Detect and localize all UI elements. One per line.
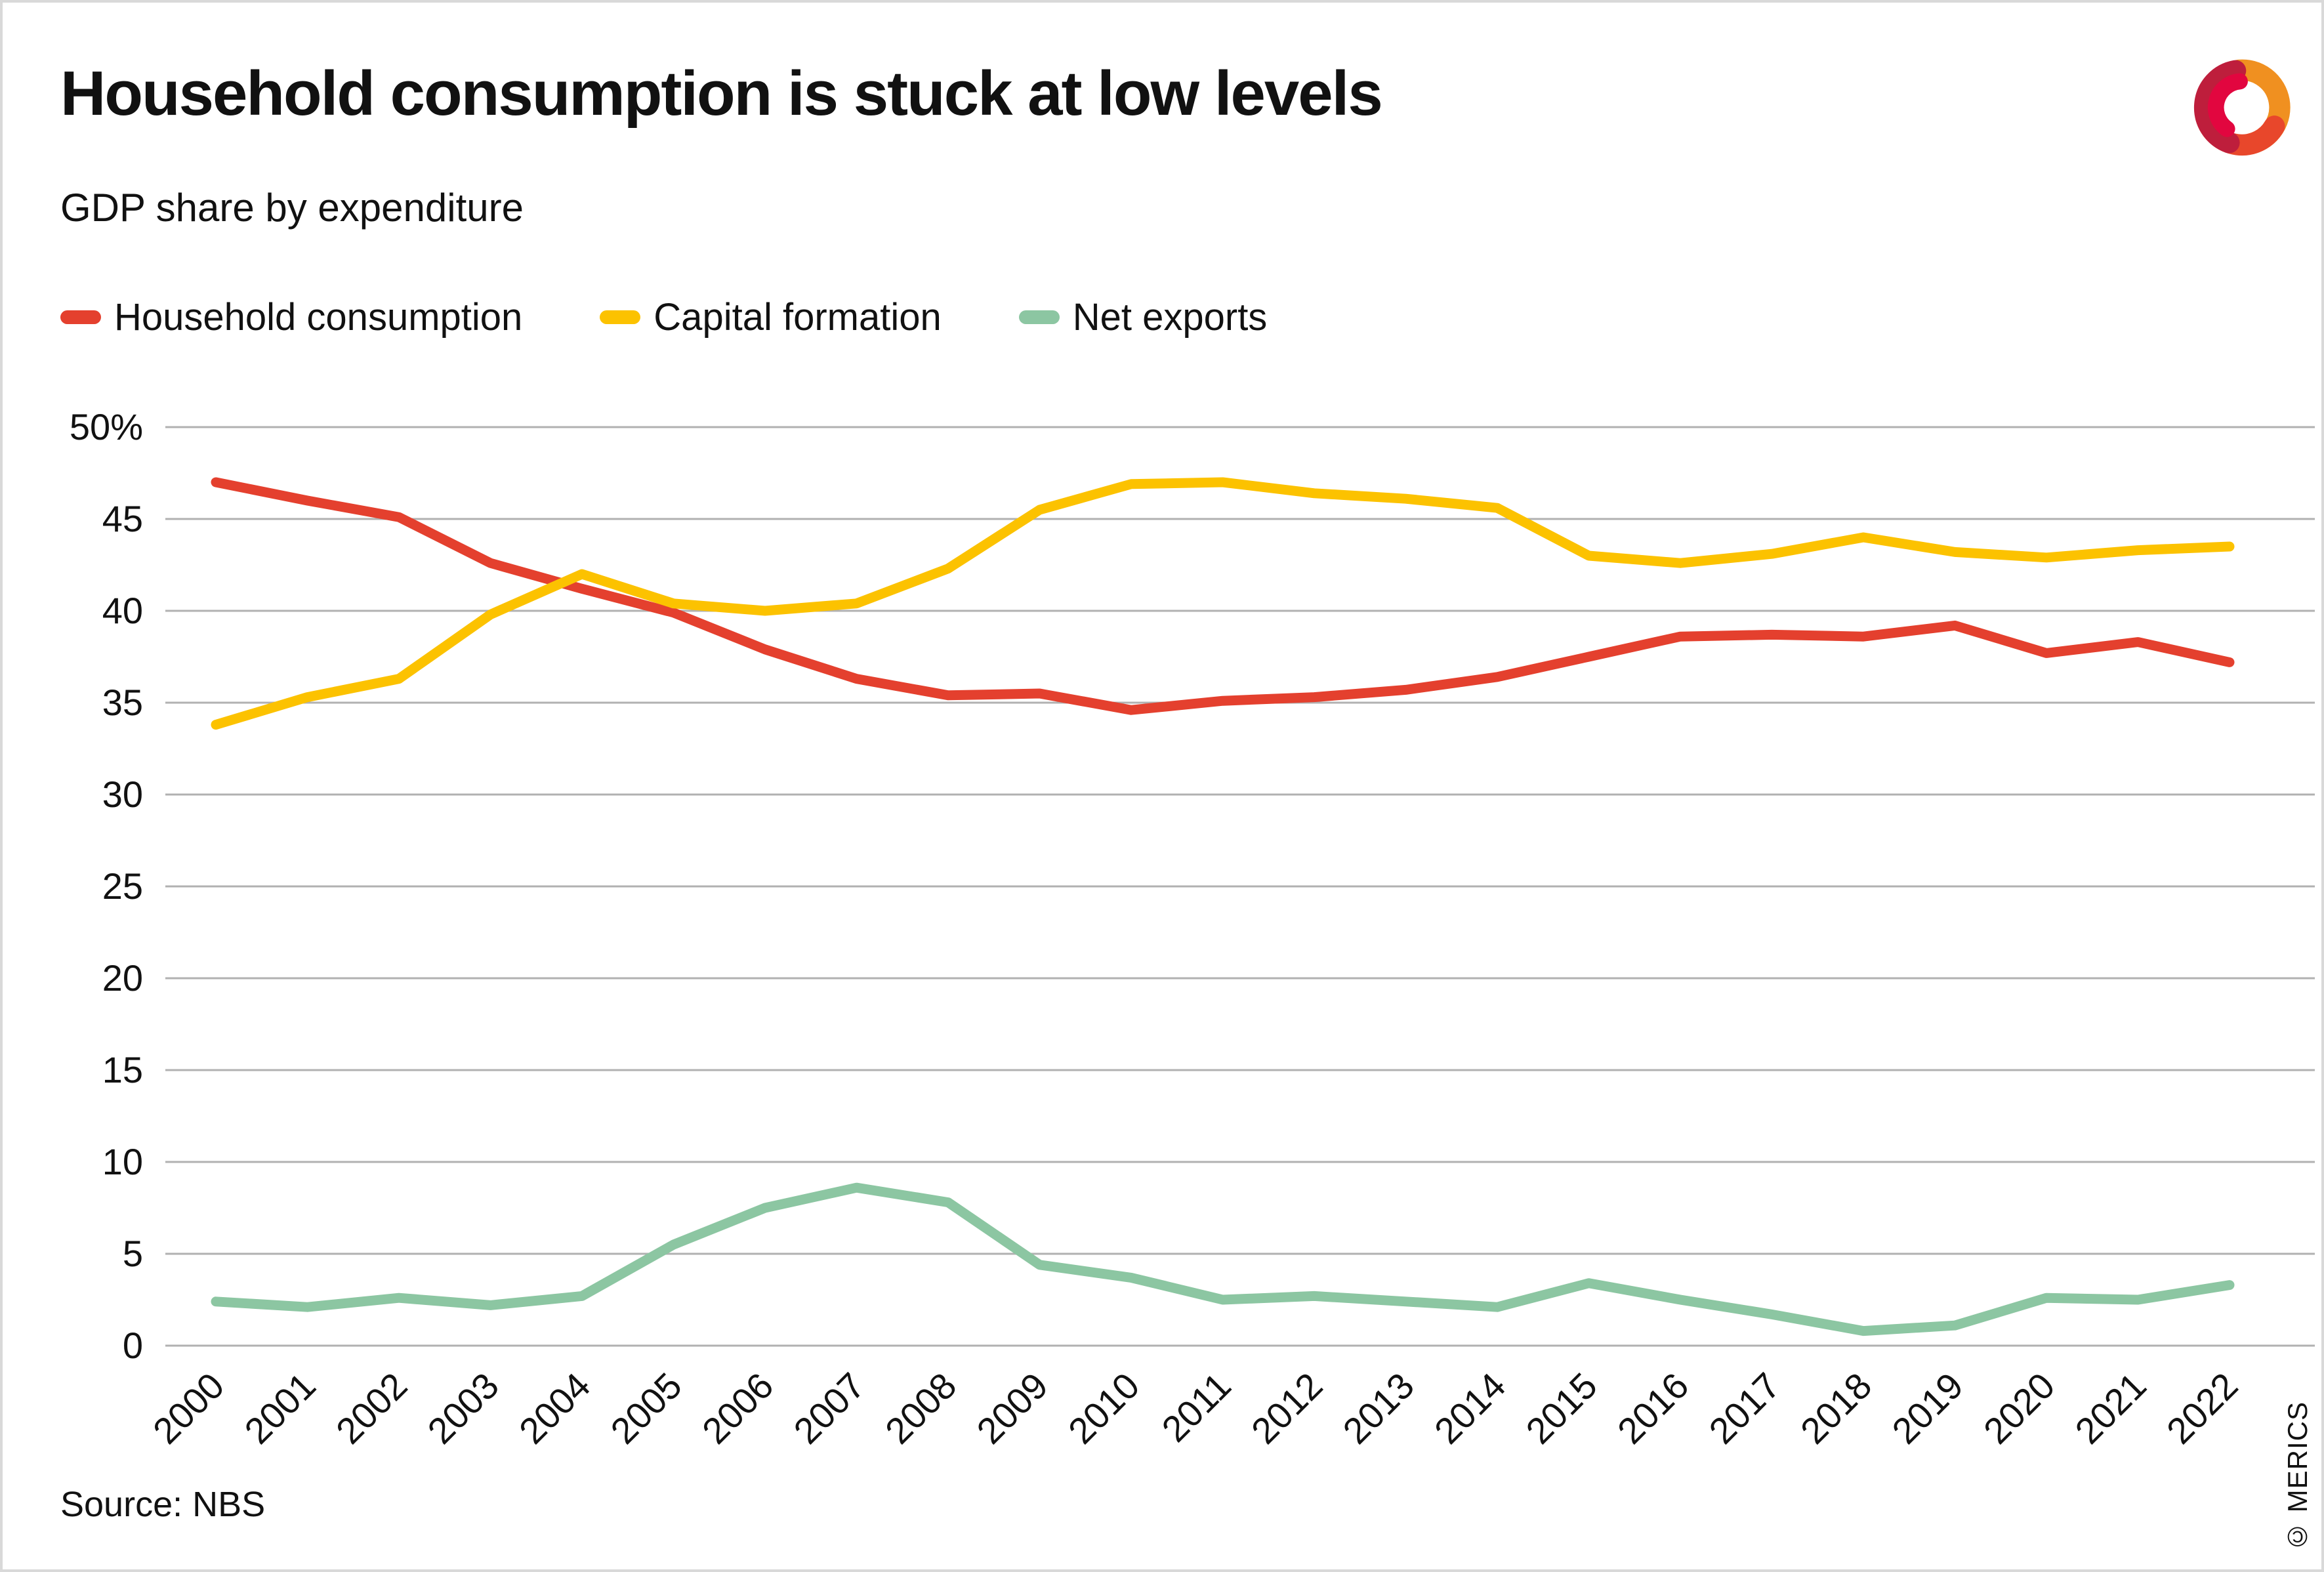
legend-label: Capital formation (654, 296, 942, 339)
svg-text:10: 10 (102, 1141, 143, 1182)
svg-text:2002: 2002 (328, 1365, 415, 1452)
svg-text:2015: 2015 (1518, 1365, 1605, 1452)
source-note: Source: NBS (60, 1485, 266, 1524)
svg-text:45: 45 (102, 498, 143, 539)
svg-text:25: 25 (102, 865, 143, 907)
merics-logo-icon (2193, 59, 2291, 156)
legend-swatch-household-consumption-icon (60, 310, 101, 324)
legend-item-household-consumption: Household consumption (60, 295, 522, 339)
svg-text:2012: 2012 (1243, 1365, 1331, 1452)
svg-text:2010: 2010 (1060, 1365, 1148, 1452)
svg-text:2020: 2020 (1976, 1365, 2063, 1452)
svg-text:2016: 2016 (1609, 1365, 1697, 1452)
svg-text:2022: 2022 (2159, 1365, 2246, 1452)
svg-text:15: 15 (102, 1049, 143, 1090)
svg-text:2013: 2013 (1335, 1365, 1422, 1452)
legend-swatch-capital-formation-icon (600, 310, 641, 324)
svg-text:2004: 2004 (511, 1365, 598, 1452)
legend: Household consumption Capital formation … (60, 295, 1267, 339)
svg-text:2003: 2003 (419, 1365, 507, 1452)
legend-label: Net exports (1072, 296, 1268, 339)
legend-swatch-net-exports-icon (1018, 310, 1060, 324)
page-subtitle: GDP share by expenditure (60, 186, 524, 230)
legend-item-capital-formation: Capital formation (600, 295, 942, 339)
svg-text:2021: 2021 (2067, 1365, 2154, 1452)
svg-text:2000: 2000 (145, 1365, 232, 1452)
svg-text:2019: 2019 (1884, 1365, 1971, 1452)
svg-text:2017: 2017 (1701, 1365, 1788, 1452)
svg-text:2008: 2008 (877, 1365, 965, 1452)
svg-text:2001: 2001 (236, 1365, 323, 1452)
svg-text:50%: 50% (70, 406, 143, 447)
svg-text:2011: 2011 (1153, 1365, 1239, 1450)
svg-text:30: 30 (102, 774, 143, 815)
svg-text:2014: 2014 (1426, 1365, 1514, 1452)
legend-item-net-exports: Net exports (1018, 295, 1268, 339)
svg-text:20: 20 (102, 957, 143, 999)
svg-text:0: 0 (123, 1325, 143, 1366)
copyright-credit: © MERICS (2282, 1401, 2313, 1552)
svg-text:5: 5 (123, 1233, 143, 1274)
svg-text:2006: 2006 (694, 1365, 781, 1452)
svg-text:40: 40 (102, 590, 143, 631)
svg-text:2009: 2009 (968, 1365, 1056, 1452)
page-title: Household consumption is stuck at low le… (60, 58, 1383, 129)
svg-text:2005: 2005 (602, 1365, 690, 1452)
legend-label: Household consumption (114, 296, 523, 339)
svg-text:2007: 2007 (785, 1365, 873, 1452)
svg-text:2018: 2018 (1793, 1365, 1880, 1452)
svg-text:35: 35 (102, 682, 143, 723)
